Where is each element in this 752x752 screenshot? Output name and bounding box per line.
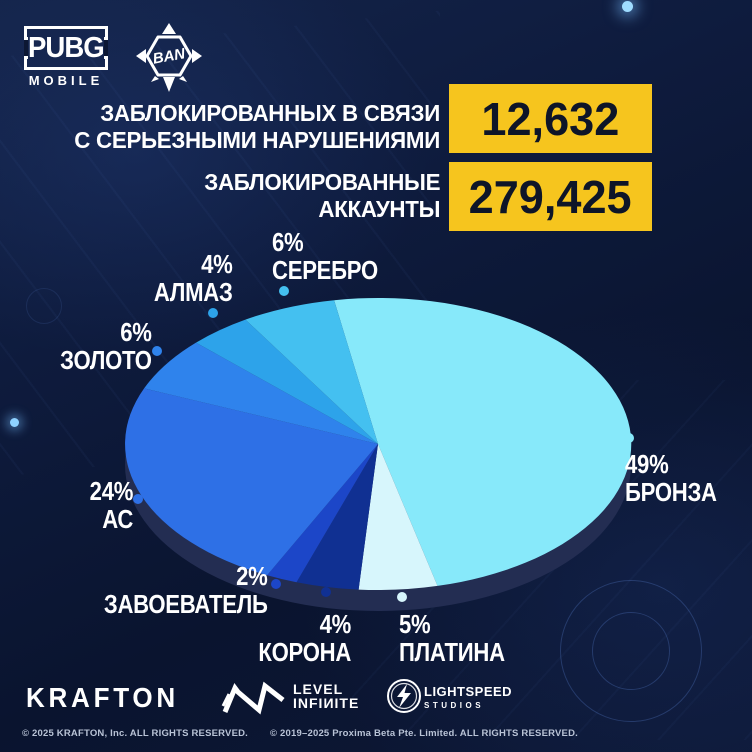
slice-dot-ПЛАТИНА bbox=[397, 592, 407, 602]
stat-value-serious-violations: 12,632 bbox=[481, 92, 620, 145]
slice-name: СЕРЕБРО bbox=[272, 255, 378, 285]
slice-dot-КОРОНА bbox=[321, 587, 331, 597]
level-infinite-wordmark: LEVEL INFIИITE bbox=[293, 682, 359, 710]
pie-slice-АС bbox=[125, 388, 378, 576]
slice-label-АЛМАЗ: 4% АЛМАЗ bbox=[154, 250, 233, 306]
slice-pct: 6% bbox=[120, 317, 153, 347]
slice-label-ЗОЛОТО: 6% ЗОЛОТО bbox=[60, 318, 152, 374]
slice-name: БРОНЗА bbox=[625, 477, 717, 507]
lightspeed-line2: STUDIOS bbox=[424, 701, 485, 710]
slice-pct: 2% bbox=[236, 561, 269, 591]
krafton-logo: KRAFTON bbox=[26, 682, 179, 713]
slice-label-ПЛАТИНА: 5% ПЛАТИНА bbox=[399, 610, 505, 666]
slice-dot-СЕРЕБРО bbox=[279, 286, 289, 296]
slice-dot-ЗОЛОТО bbox=[152, 346, 162, 356]
stat-label-line: ЗАБЛОКИРОВАННЫЕ bbox=[204, 169, 440, 195]
copyright-proxima: © 2019–2025 Proxima Beta Pte. Limited. A… bbox=[270, 728, 578, 739]
lightspeed-line1: LIGHTSPEED bbox=[424, 684, 513, 699]
stat-box-serious-violations: 12,632 bbox=[449, 84, 652, 153]
pubg-logo-subtitle: MOBILE bbox=[28, 73, 104, 88]
slice-pct: 4% bbox=[201, 249, 234, 279]
pie-slice-ЗАВОЕВАТЕЛЬ bbox=[267, 444, 378, 583]
slice-label-ЗАВОЕВАТЕЛЬ: 2% ЗАВОЕВАТЕЛЬ bbox=[104, 562, 268, 618]
pubg-logo-title: PUBG bbox=[28, 31, 105, 64]
level-infinite-icon bbox=[221, 681, 285, 715]
glow-dot-left bbox=[10, 418, 19, 427]
level-infinite-line1: LEVEL bbox=[293, 681, 344, 697]
pie-slice-КОРОНА bbox=[296, 444, 378, 590]
copyright: © 2025 KRAFTON, Inc. ALL RIGHTS RESERVED… bbox=[22, 728, 578, 739]
lightspeed-icon bbox=[387, 679, 421, 713]
bg-circuit-circle-large bbox=[560, 580, 702, 722]
slice-dot-АС bbox=[133, 494, 143, 504]
ban-badge-icon: BAN bbox=[136, 23, 202, 92]
stat-value-banned-accounts: 279,425 bbox=[469, 170, 632, 223]
lightspeed-wordmark: LIGHTSPEED STUDIOS bbox=[424, 684, 512, 710]
slice-pct: 24% bbox=[89, 476, 134, 506]
slice-name: ЗАВОЕВАТЕЛЬ bbox=[104, 589, 268, 619]
slice-pct: 5% bbox=[399, 609, 431, 639]
slice-label-БРОНЗА: 49% БРОНЗА bbox=[625, 450, 717, 506]
stat-label-serious-violations: ЗАБЛОКИРОВАННЫХ В СВЯЗИ С СЕРЬЕЗНЫМИ НАР… bbox=[74, 100, 440, 154]
copyright-krafton: © 2025 KRAFTON, Inc. ALL RIGHTS RESERVED… bbox=[22, 728, 249, 739]
pie-slice-ЗОЛОТО bbox=[144, 342, 378, 444]
stat-label-line: С СЕРЬЕЗНЫМИ НАРУШЕНИЯМИ bbox=[74, 127, 440, 153]
slice-label-КОРОНА: 4% КОРОНА bbox=[258, 610, 351, 666]
pubg-logo: PUBG bbox=[24, 26, 108, 70]
slice-pct: 4% bbox=[319, 609, 352, 639]
slice-pct: 6% bbox=[272, 227, 304, 257]
slice-name: КОРОНА bbox=[258, 637, 351, 667]
pie-slice-ПЛАТИНА bbox=[358, 444, 438, 591]
level-infinite-line2: INFIИITE bbox=[293, 695, 360, 711]
stat-label-line: ЗАБЛОКИРОВАННЫХ В СВЯЗИ bbox=[100, 100, 440, 126]
slice-name: АС bbox=[102, 504, 133, 534]
slice-name: ЗОЛОТО bbox=[60, 345, 152, 375]
slice-label-АС: 24% АС bbox=[89, 476, 134, 534]
glow-dot-top bbox=[622, 1, 633, 12]
pie-slice-СЕРЕБРО bbox=[245, 300, 378, 444]
slice-name: ПЛАТИНА bbox=[399, 637, 505, 667]
stat-label-banned-accounts: ЗАБЛОКИРОВАННЫЕ АККАУНТЫ bbox=[204, 169, 440, 223]
stat-box-banned-accounts: 279,425 bbox=[449, 162, 652, 231]
slice-name: АЛМАЗ bbox=[154, 277, 233, 307]
slice-dot-БРОНЗА bbox=[624, 433, 634, 443]
ban-badge-label: BAN bbox=[151, 45, 187, 68]
pie-slice-АЛМАЗ bbox=[196, 319, 378, 444]
bg-circuit-circle-small bbox=[592, 612, 670, 690]
stat-label-line: АККАУНТЫ bbox=[318, 196, 440, 222]
slice-dot-ЗАВОЕВАТЕЛЬ bbox=[271, 579, 281, 589]
bg-circuit-circle-topleft bbox=[26, 288, 62, 324]
pie-slice-БРОНЗА bbox=[334, 297, 632, 586]
slice-pct: 49% bbox=[625, 449, 669, 479]
slice-label-СЕРЕБРО: 6% СЕРЕБРО bbox=[272, 228, 378, 284]
slice-dot-АЛМАЗ bbox=[208, 308, 218, 318]
